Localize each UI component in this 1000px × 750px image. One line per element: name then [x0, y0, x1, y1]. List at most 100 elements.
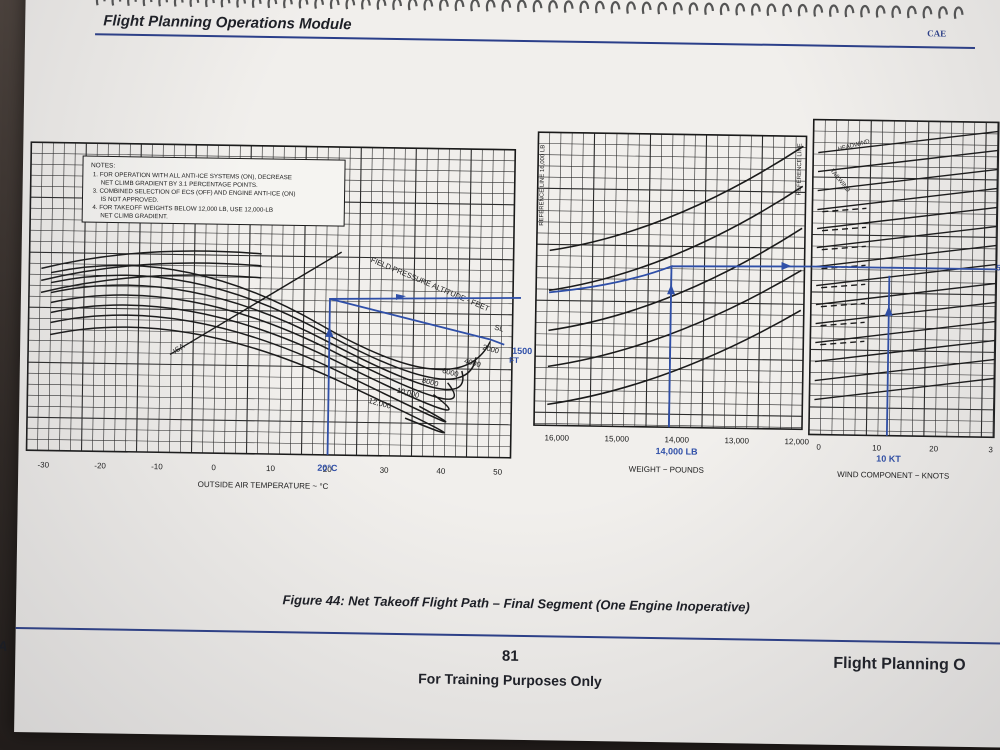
wind-grid-hline [813, 153, 999, 158]
note-3-line-b: IS NOT APPROVED. [100, 196, 158, 204]
binding-coil [407, 0, 418, 11]
wind-dashed-line [821, 245, 866, 251]
weight-grid-vline [746, 135, 752, 429]
wind-gradient-line [816, 225, 998, 249]
weight-grid-hline [535, 299, 804, 305]
wind-dashed-line [822, 207, 867, 213]
weight-grid-hline [535, 311, 804, 316]
weight-grid-hline [534, 400, 803, 406]
weight-grid-hline [534, 411, 803, 417]
wind-grid-vline [854, 120, 861, 436]
binding-coil [704, 2, 715, 16]
wind-grid-vline [820, 119, 826, 435]
wind-grid-vline [958, 121, 964, 437]
binding-coil [673, 2, 683, 15]
wind-grid-vline [935, 121, 941, 437]
weight-tick-label: 16,000 [544, 433, 569, 442]
arrow-head [325, 326, 334, 337]
weight-grid-vline [589, 133, 596, 427]
baseline-curve [41, 250, 262, 270]
wind-gradient-line [818, 130, 999, 154]
temperature-tick-label: -20 [94, 461, 106, 470]
altitude-callout: 1500 [512, 346, 532, 356]
wind-grid-hline [811, 233, 997, 238]
wind-gradient-line [814, 377, 995, 401]
arrow-head [667, 284, 676, 295]
weight-grid-vline [701, 134, 708, 428]
weight-grid-hline [535, 344, 804, 350]
weight-grid-vline [791, 136, 797, 430]
weight-tick-label: 14,000 [664, 435, 689, 444]
weight-grid-vline [724, 135, 730, 429]
wind-tick-label: 0 [816, 443, 821, 452]
wind-grid-vline [831, 119, 838, 435]
binding-coil [439, 0, 449, 11]
temperature-grid-hline [27, 372, 512, 382]
temperature-grid-hline [27, 394, 512, 404]
weight-grid-hline [535, 355, 804, 361]
wind-grid-vline [900, 120, 907, 436]
wind-grid-hline [809, 383, 995, 388]
weight-grid-hline [536, 266, 805, 272]
binding-coil [314, 0, 325, 9]
temperature-grid-frame [25, 141, 517, 459]
temperature-tick-label: 10 [266, 464, 276, 473]
wind-grid-frame [808, 118, 1000, 439]
temperature-axis-label: OUTSIDE AIR TEMPERATURE ~ °C [198, 480, 329, 491]
solution-path-wind-vertical [885, 275, 891, 436]
binding-coil [860, 5, 870, 18]
solution-path-temperature [326, 297, 521, 455]
binding-coil [610, 1, 621, 14]
binding-coil [267, 0, 278, 9]
temperature-grid-hline [27, 383, 512, 393]
temperature-tick-label: 30 [380, 466, 390, 475]
binding-coil [205, 0, 215, 8]
temperature-grid-hline [29, 229, 514, 239]
binding-coil [828, 4, 839, 18]
binding-coil [641, 1, 652, 15]
wind-dashed-line [822, 226, 867, 232]
wind-grid-vline [946, 121, 953, 437]
weight-grid-vline [578, 132, 584, 426]
weight-grid-vline [634, 133, 640, 427]
binding-coil [158, 0, 169, 7]
arrow-head [884, 305, 893, 316]
altitude-curve-title: FIELD PRESSURE ALTITUDE - FEET [369, 255, 491, 313]
solution-path-altitude [329, 298, 505, 346]
binding-coil [657, 1, 668, 15]
wind-dashed-line [821, 283, 866, 289]
wind-grid-hline [813, 165, 999, 169]
weight-grid-hline [534, 367, 803, 372]
binding-coil [751, 3, 761, 16]
wind-grid-vline [889, 120, 895, 436]
weight-grid-hline [537, 187, 806, 193]
wind-gradient-line [817, 149, 999, 173]
wind-grid-hline [809, 418, 995, 422]
wind-grid-hline [812, 199, 998, 204]
temperature-callout: 20°C [317, 463, 338, 473]
altitude-label: 4000 [463, 356, 481, 369]
wind-gradient-line [815, 320, 996, 344]
wind-reference-label: REFERENCE LINE [797, 143, 804, 195]
weight-grid-hline [538, 165, 807, 171]
binding-coil [236, 0, 247, 8]
binding-coil [938, 6, 948, 19]
note-3-line-a: 3. COMBINED SELECTION OF ECS (OFF) AND E… [93, 188, 296, 198]
wind-gradient-line [814, 339, 996, 363]
wind-grid-vline [969, 122, 976, 438]
wind-grid-hline [810, 337, 996, 342]
climb-gradient-result: 5.6 % [996, 263, 1000, 272]
binding-coil [953, 6, 964, 19]
temperature-tick-label: -10 [151, 462, 163, 471]
weight-grid-hline [535, 322, 804, 328]
binding-coil [844, 4, 855, 18]
weight-grid-hline [536, 232, 805, 238]
altitude-curve [50, 304, 450, 411]
binding-coil [501, 0, 512, 12]
weight-grid-vline [735, 135, 741, 429]
wind-grid-hline [808, 429, 994, 434]
temperature-tick-label: 40 [436, 467, 446, 476]
weight-grid-hline [536, 255, 805, 260]
binding-coil [891, 5, 902, 18]
altitude-label: 6000 [441, 366, 459, 379]
